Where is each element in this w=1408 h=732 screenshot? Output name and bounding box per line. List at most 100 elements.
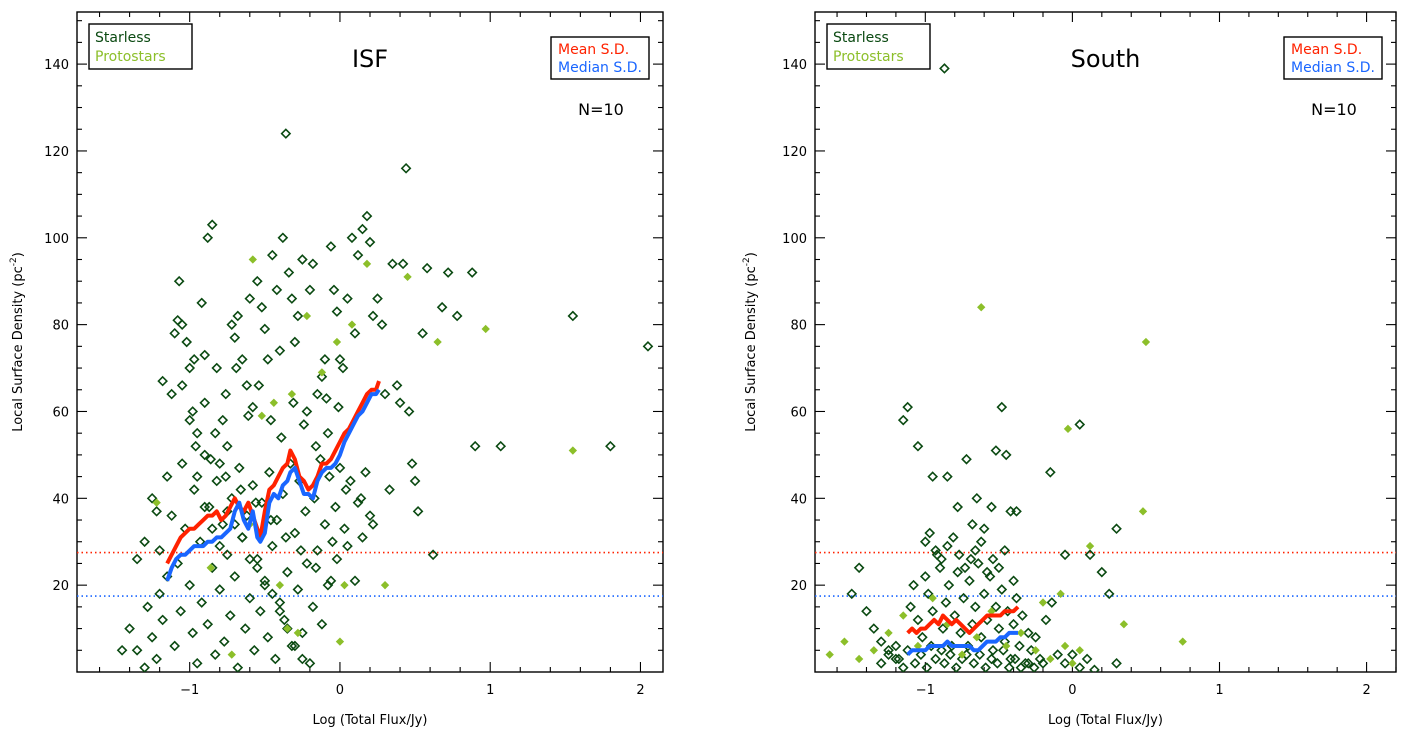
protostar-point xyxy=(269,398,279,407)
starless-point xyxy=(361,210,373,222)
starless-point xyxy=(139,536,150,548)
starless-point xyxy=(236,532,248,543)
starless-point xyxy=(325,575,337,587)
starless-point xyxy=(202,232,214,244)
y-tick-label: 20 xyxy=(790,579,807,594)
x-axis-title: Log (Total Flux/Jy) xyxy=(1048,713,1163,728)
starless-point xyxy=(956,653,968,665)
starless-point xyxy=(367,519,379,530)
starless-point xyxy=(247,401,259,413)
median-sd-line xyxy=(165,388,381,582)
starless-point xyxy=(220,388,232,400)
protostar-point xyxy=(293,628,303,638)
protostar-point xyxy=(257,411,266,420)
starless-point xyxy=(949,610,961,621)
starless-point xyxy=(409,475,421,487)
starless-point xyxy=(868,623,880,634)
starless-point xyxy=(199,397,211,409)
starless-point xyxy=(218,636,230,647)
starless-point xyxy=(950,662,962,672)
x-tick-label: −1 xyxy=(916,683,935,698)
starless-point xyxy=(968,657,980,669)
legend-median: Median S.D. xyxy=(558,60,642,76)
starless-point xyxy=(232,662,244,672)
protostar-point xyxy=(1002,641,1011,651)
starless-point xyxy=(909,657,921,669)
starless-point xyxy=(987,553,999,565)
starless-point xyxy=(417,327,428,339)
starless-point xyxy=(297,254,308,265)
starless-point xyxy=(334,354,346,365)
starless-point xyxy=(327,536,338,548)
starless-point xyxy=(334,462,346,474)
starless-point xyxy=(930,545,941,556)
starless-point xyxy=(331,553,343,565)
starless-point xyxy=(131,553,143,565)
starless-point xyxy=(1067,649,1078,660)
median-sd-line xyxy=(906,630,1018,657)
starless-point xyxy=(905,601,916,613)
starless-point xyxy=(191,657,203,669)
starless-point xyxy=(265,414,277,426)
starless-point xyxy=(196,597,208,608)
protostar-point xyxy=(1085,541,1095,551)
starless-point xyxy=(883,644,894,656)
protostar-point xyxy=(1141,337,1151,347)
legend-types: Starless Protostars xyxy=(826,23,931,70)
protostar-point xyxy=(1056,589,1065,599)
starless-point xyxy=(244,592,256,604)
starless-point xyxy=(206,523,218,535)
starless-point xyxy=(442,267,454,278)
starless-point xyxy=(209,427,221,439)
starless-point xyxy=(342,293,353,304)
panel-south: −1 0 1 2 20 40 60 80 100 120 140 Log (Total Flux/Jy… xyxy=(742,11,1397,728)
legend-starless: Starless xyxy=(833,30,889,46)
starless-point xyxy=(184,362,196,374)
protostar-point xyxy=(1016,628,1026,638)
starless-point xyxy=(965,553,977,565)
panel-isf: −1 0 1 2 20 40 60 80 100 120 140 Log (Total Flux/Jy… xyxy=(9,11,664,728)
x-tick-label: 1 xyxy=(1215,683,1223,698)
starless-point xyxy=(980,662,991,672)
y-axis-title-end: ) xyxy=(11,252,26,257)
starless-point xyxy=(241,380,253,391)
starless-point xyxy=(403,406,415,417)
starless-point xyxy=(1052,649,1064,660)
x-tick-label: 2 xyxy=(1362,683,1370,698)
starless-point xyxy=(875,657,887,669)
legend-types: Starless Protostars xyxy=(88,23,193,70)
starless-point xyxy=(902,401,913,413)
starless-point xyxy=(339,523,350,535)
starless-point xyxy=(1074,419,1086,430)
starless-point xyxy=(912,440,924,452)
starless-point xyxy=(924,527,936,539)
starless-point xyxy=(267,249,278,261)
starless-point xyxy=(221,440,233,452)
starless-point xyxy=(188,484,200,495)
panel-title: South xyxy=(1071,45,1141,73)
y-tick-label: 140 xyxy=(782,58,807,73)
starless-point xyxy=(220,471,232,482)
starless-point xyxy=(191,427,203,439)
starless-point xyxy=(567,310,579,322)
legend-box xyxy=(88,23,193,70)
starless-point xyxy=(242,410,254,422)
starless-point xyxy=(289,336,301,348)
starless-point xyxy=(952,566,964,578)
starless-point xyxy=(202,618,214,630)
starless-point xyxy=(271,284,283,296)
starless-point xyxy=(276,432,287,443)
starless-point xyxy=(176,319,188,330)
starless-point xyxy=(267,588,278,600)
starless-point xyxy=(280,128,292,139)
protostar-point xyxy=(977,303,986,312)
starless-point xyxy=(288,397,299,409)
starless-point xyxy=(211,475,223,487)
y-tick-label: 80 xyxy=(52,319,69,334)
starless-point xyxy=(357,532,368,543)
starless-point xyxy=(1111,657,1122,669)
starless-point xyxy=(286,293,298,304)
legend-box xyxy=(550,36,650,80)
starless-point xyxy=(250,497,262,508)
starless-point xyxy=(236,532,248,543)
